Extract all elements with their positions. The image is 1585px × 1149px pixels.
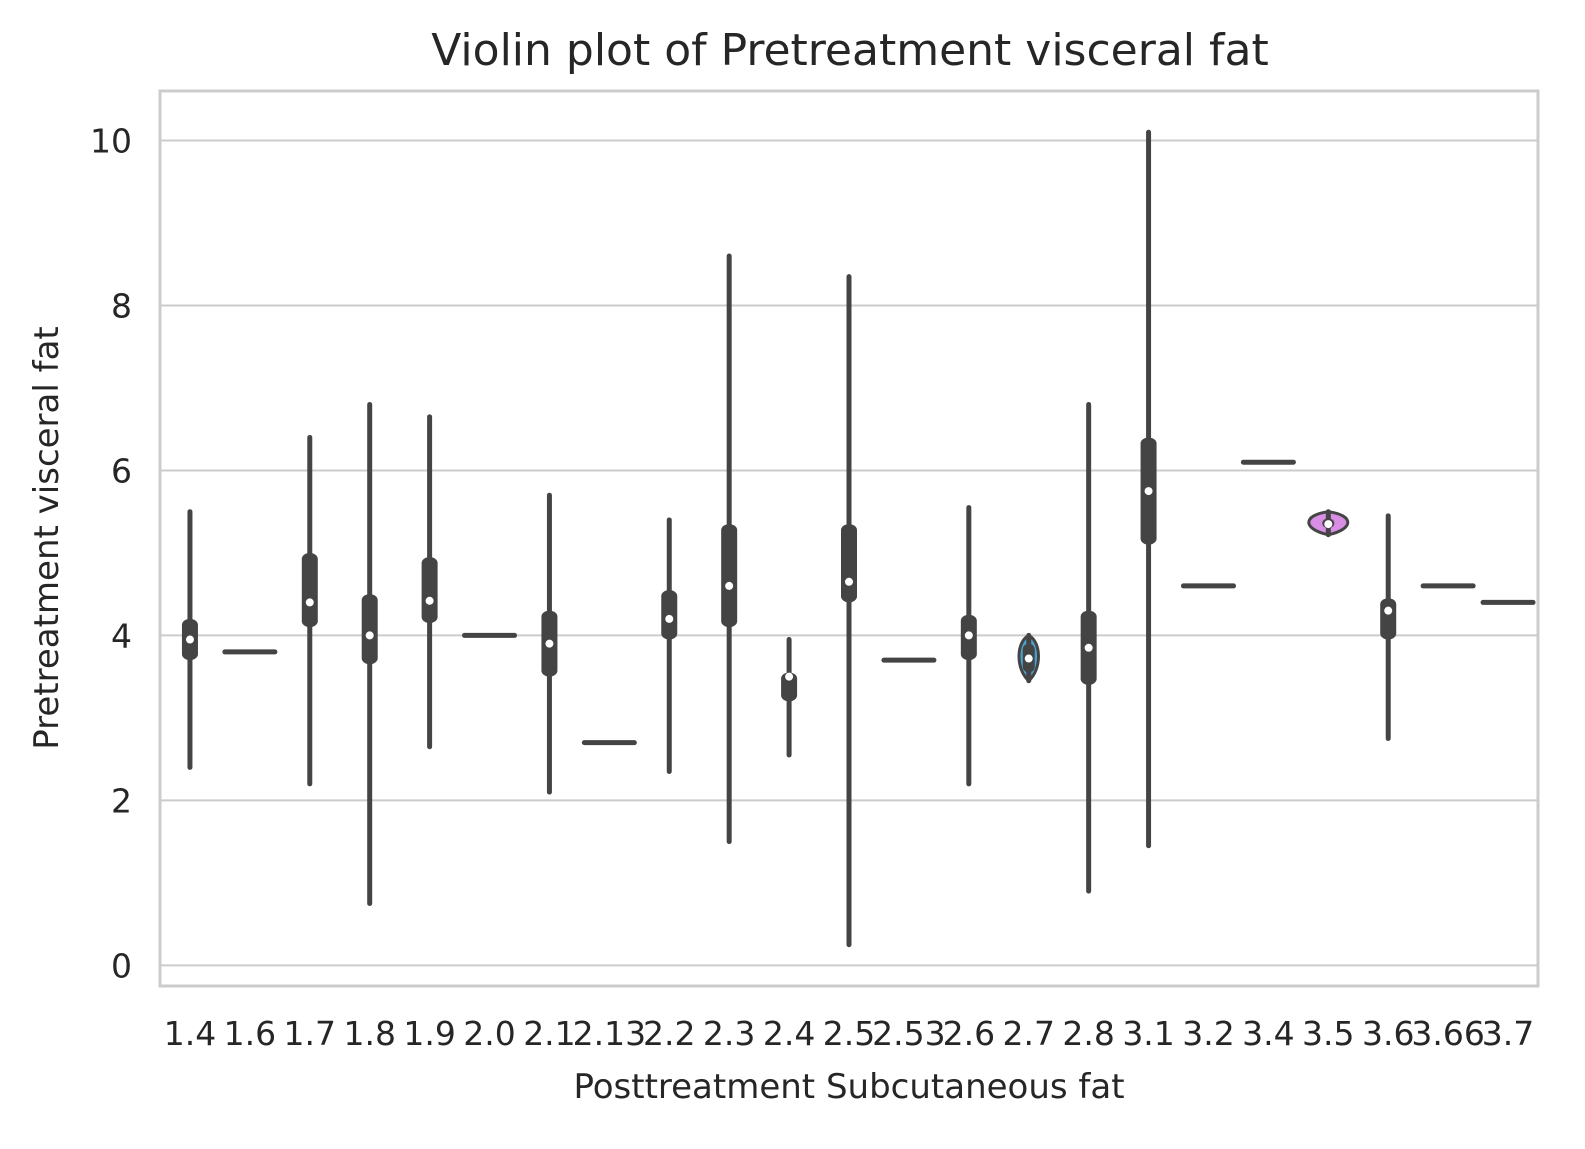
- x-tick-label: 3.5: [1302, 1014, 1354, 1053]
- violin-2.6: [960, 505, 977, 787]
- x-tick-label: 2.3: [703, 1014, 755, 1053]
- median-dot: [785, 672, 794, 681]
- violin-1.8: [361, 401, 378, 907]
- violin-2.3: [721, 253, 738, 845]
- violin-2.8: [1080, 401, 1097, 894]
- median-dot: [365, 631, 374, 640]
- chart-title: Violin plot of Pretreatment visceral fat: [431, 25, 1268, 76]
- violin-2.5: [841, 274, 857, 948]
- x-tick-label: 2.2: [643, 1014, 695, 1053]
- iqr-box: [421, 557, 438, 624]
- y-tick-label: 0: [111, 946, 132, 985]
- x-tick-label: 3.7: [1482, 1014, 1534, 1053]
- median-dot: [425, 596, 434, 605]
- iqr-box: [361, 594, 378, 665]
- violin-2.4: [781, 637, 798, 758]
- violins: [181, 129, 1536, 948]
- y-tick-label: 6: [111, 451, 132, 490]
- x-axis-label: Posttreatment Subcutaneous fat: [573, 1067, 1124, 1107]
- x-tick-label: 1.4: [164, 1014, 216, 1053]
- median-dot: [1024, 654, 1033, 663]
- x-tick-label: 3.66: [1411, 1014, 1484, 1053]
- median-dot: [1384, 606, 1393, 615]
- median-dot: [725, 581, 734, 590]
- y-tick-label: 10: [90, 121, 132, 160]
- y-tick-label: 8: [111, 286, 132, 325]
- median-dot: [1084, 643, 1093, 652]
- y-tick-label: 2: [111, 781, 132, 820]
- iqr-box: [1380, 598, 1397, 640]
- median-dot: [305, 598, 314, 607]
- x-tick-label: 2.13: [573, 1014, 646, 1053]
- iqr-box: [721, 524, 738, 628]
- median-dot: [845, 577, 853, 586]
- x-tick-label: 2.5: [823, 1014, 875, 1053]
- x-ticks: 1.4 1.6 1.7 1.8 1.9 2.0 2.12.132.2 2.3 2.4 2.52.5…: [164, 1014, 1535, 1053]
- violin-1.9: [421, 414, 438, 750]
- x-tick-label: 2.53: [872, 1014, 945, 1053]
- x-tick-label: 3.6: [1362, 1014, 1414, 1053]
- violin-3.5: [1307, 509, 1350, 538]
- violin-1.4: [181, 509, 198, 770]
- violin-2.7: [1017, 632, 1040, 684]
- median-dot: [185, 635, 194, 644]
- median-dot: [1324, 520, 1333, 529]
- x-tick-label: 2.0: [463, 1014, 515, 1053]
- x-tick-label: 1.9: [403, 1014, 455, 1053]
- x-tick-label: 2.7: [1002, 1014, 1054, 1053]
- x-tick-label: 1.7: [284, 1014, 336, 1053]
- x-tick-label: 2.4: [763, 1014, 815, 1053]
- x-tick-label: 1.8: [343, 1014, 395, 1053]
- median-dot: [545, 639, 554, 648]
- plot-frame: [158, 89, 1540, 988]
- median-dot: [1144, 487, 1153, 496]
- median-dot: [964, 631, 973, 640]
- iqr-box: [841, 524, 857, 603]
- violin-3.1: [1140, 129, 1157, 849]
- y-axis-label: Pretreatment visceral fat: [27, 326, 67, 750]
- iqr-box: [781, 672, 798, 702]
- iqr-box: [661, 590, 678, 640]
- violin-1.7: [301, 434, 318, 787]
- x-tick-label: 2.1: [523, 1014, 575, 1053]
- x-tick-label: 3.4: [1242, 1014, 1294, 1053]
- y-tick-label: 4: [111, 616, 132, 655]
- violin-3.6: [1380, 513, 1397, 742]
- x-tick-label: 3.2: [1182, 1014, 1234, 1053]
- x-tick-label: 2.6: [943, 1014, 995, 1053]
- violin-2.1: [541, 492, 558, 795]
- x-tick-label: 1.6: [224, 1014, 276, 1053]
- x-tick-label: 2.8: [1062, 1014, 1114, 1053]
- violin-2.2: [661, 517, 678, 775]
- iqr-box: [301, 552, 318, 628]
- x-tick-label: 3.1: [1122, 1014, 1174, 1053]
- y-ticks: 0 2 4 6 8 10: [90, 121, 132, 985]
- median-dot: [665, 614, 674, 623]
